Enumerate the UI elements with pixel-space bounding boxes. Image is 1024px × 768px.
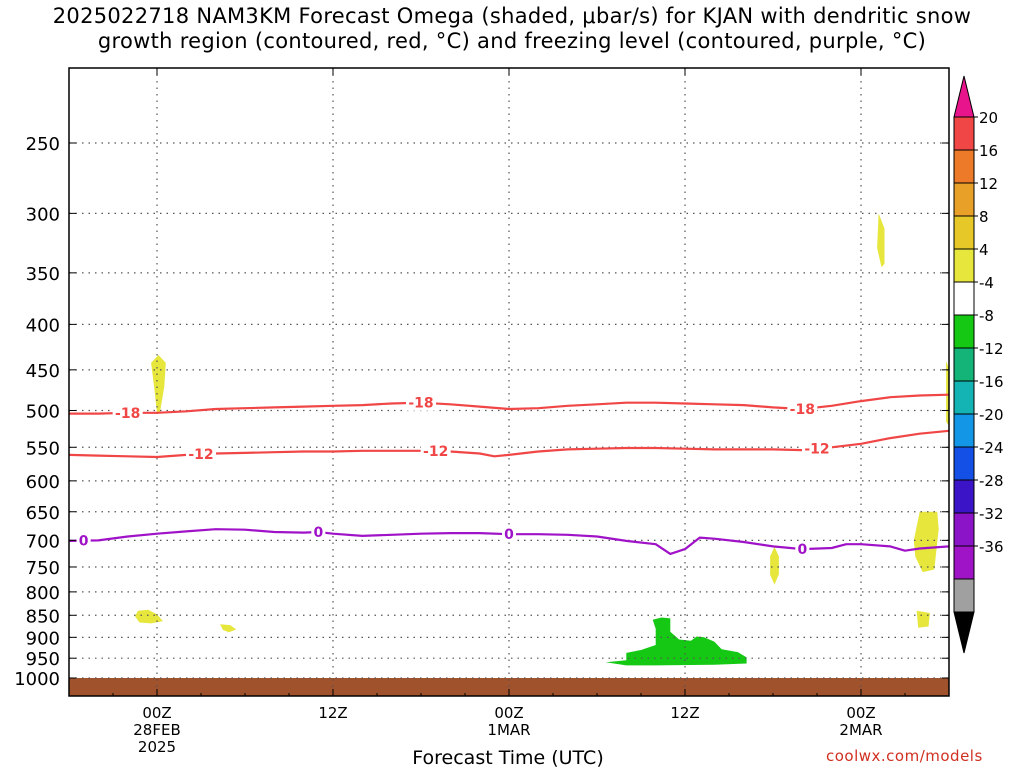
contour-label: 0 (504, 527, 514, 543)
y-axis: 2503003504004505005506006507007508008509… (14, 134, 949, 690)
y-tick-label: 500 (26, 402, 60, 423)
colorbar-label: -36 (979, 538, 1004, 556)
x-tick-label: 12Z (318, 704, 347, 722)
contour-label: -18 (408, 396, 433, 412)
contour-label: -12 (423, 444, 448, 460)
contour-label-bg (502, 526, 516, 543)
contour-label-bg (802, 440, 832, 457)
colorbar-box (953, 479, 975, 514)
colorbar-label: 4 (979, 241, 989, 259)
y-tick-label: 350 (26, 264, 60, 285)
contours: -18 -18 -18 -12 -12 -12 0 0 0 0 (68, 393, 950, 558)
y-tick-label: 700 (26, 531, 60, 552)
title-line-2: growth region (contoured, red, °C) and f… (97, 29, 927, 53)
colorbar-label: -32 (979, 505, 1004, 523)
omega-shade-area (916, 610, 930, 628)
colorbar-box (953, 182, 975, 217)
y-tick-label: 300 (26, 204, 60, 225)
y-tick-label: 600 (26, 472, 60, 493)
colorbar-box (953, 149, 975, 184)
y-tick-label: 750 (26, 558, 60, 579)
omega-shading (135, 213, 949, 666)
contour-label-bg (787, 400, 818, 417)
contour-label: 0 (313, 525, 323, 541)
omega-shade-area (220, 624, 237, 633)
colorbar-bottom-arrow (953, 611, 975, 654)
colorbar-label: -16 (979, 373, 1004, 391)
omega-shade-area (877, 213, 885, 268)
colorbar-box (953, 380, 975, 415)
chart-title: 2025022718 NAM3KM Forecast Omega (shaded… (0, 4, 1024, 54)
contour-label-bg (112, 404, 143, 421)
colorbar-box (953, 578, 975, 613)
contour-label-bg (186, 446, 216, 463)
contour-label: 0 (797, 542, 807, 558)
grid (69, 68, 949, 696)
colorbar-label: -24 (979, 439, 1004, 457)
y-tick-label: 1000 (14, 669, 60, 690)
colorbar-box (953, 545, 975, 580)
omega-shade-area (770, 546, 779, 585)
colorbar-box (953, 281, 975, 316)
contour-label: -12 (804, 442, 829, 458)
colorbar-label: -20 (979, 406, 1004, 424)
colorbar: 20 16 12 8 4 -4 -8 -12 -16 -20 -24 -28 -32 -36 (953, 75, 1004, 654)
x-tick-label: 00Z (142, 704, 171, 722)
colorbar-box (953, 512, 975, 547)
contour-label-bg (76, 532, 91, 549)
y-tick-label: 900 (26, 628, 60, 649)
x-tick-label: 00Z (494, 704, 523, 722)
dendritic-contour (68, 429, 950, 459)
x-tick-label: 28FEB (133, 721, 180, 739)
y-tick-label: 550 (26, 438, 60, 459)
colorbar-box (953, 413, 975, 448)
x-tick-label: 00Z (846, 704, 875, 722)
colorbar-box (953, 215, 975, 250)
contour-label: -12 (188, 447, 213, 463)
x-tick-label: 2MAR (839, 721, 882, 739)
y-tick-label: 650 (26, 503, 60, 524)
colorbar-label: -28 (979, 472, 1004, 490)
colorbar-label: 20 (979, 109, 998, 127)
contour-label-bg (420, 443, 451, 460)
y-tick-label: 250 (26, 134, 60, 155)
x-tick-label: 1MAR (487, 721, 530, 739)
colorbar-label: 8 (979, 208, 989, 226)
contour-label-bg (406, 394, 436, 411)
y-tick-label: 400 (26, 315, 60, 336)
colorbar-label: -12 (979, 340, 1004, 358)
y-tick-label: 450 (26, 361, 60, 382)
contour-label-bg (795, 541, 810, 558)
y-tick-label: 800 (26, 583, 60, 604)
omega-shade-area (605, 617, 747, 666)
contour-label-bg (311, 523, 326, 540)
colorbar-box (953, 314, 975, 349)
omega-shade-area (151, 355, 166, 413)
colorbar-box (953, 446, 975, 481)
title-line-1: 2025022718 NAM3KM Forecast Omega (shaded… (52, 4, 972, 28)
y-tick-label: 950 (26, 649, 60, 670)
colorbar-label: 16 (979, 142, 998, 160)
y-tick-label: 850 (26, 606, 60, 627)
omega-shade-area (135, 609, 163, 624)
colorbar-label: -4 (979, 274, 994, 292)
colorbar-box (953, 116, 975, 151)
x-tick-label: 12Z (670, 704, 699, 722)
credit-text: coolwx.com/models (826, 747, 983, 765)
colorbar-top-arrow (953, 75, 975, 118)
colorbar-box (953, 248, 975, 283)
colorbar-label: -8 (979, 307, 994, 325)
contour-label: -18 (115, 406, 140, 422)
x-tick-label: 2025 (138, 738, 176, 756)
freezing-level-contour (68, 528, 950, 555)
omega-shade-area (913, 511, 939, 573)
contour-label: 0 (79, 534, 89, 550)
colorbar-label: 12 (979, 175, 998, 193)
contour-label: -18 (790, 402, 815, 418)
colorbar-box (953, 347, 975, 382)
x-axis-label: Forecast Time (UTC) (412, 747, 603, 768)
